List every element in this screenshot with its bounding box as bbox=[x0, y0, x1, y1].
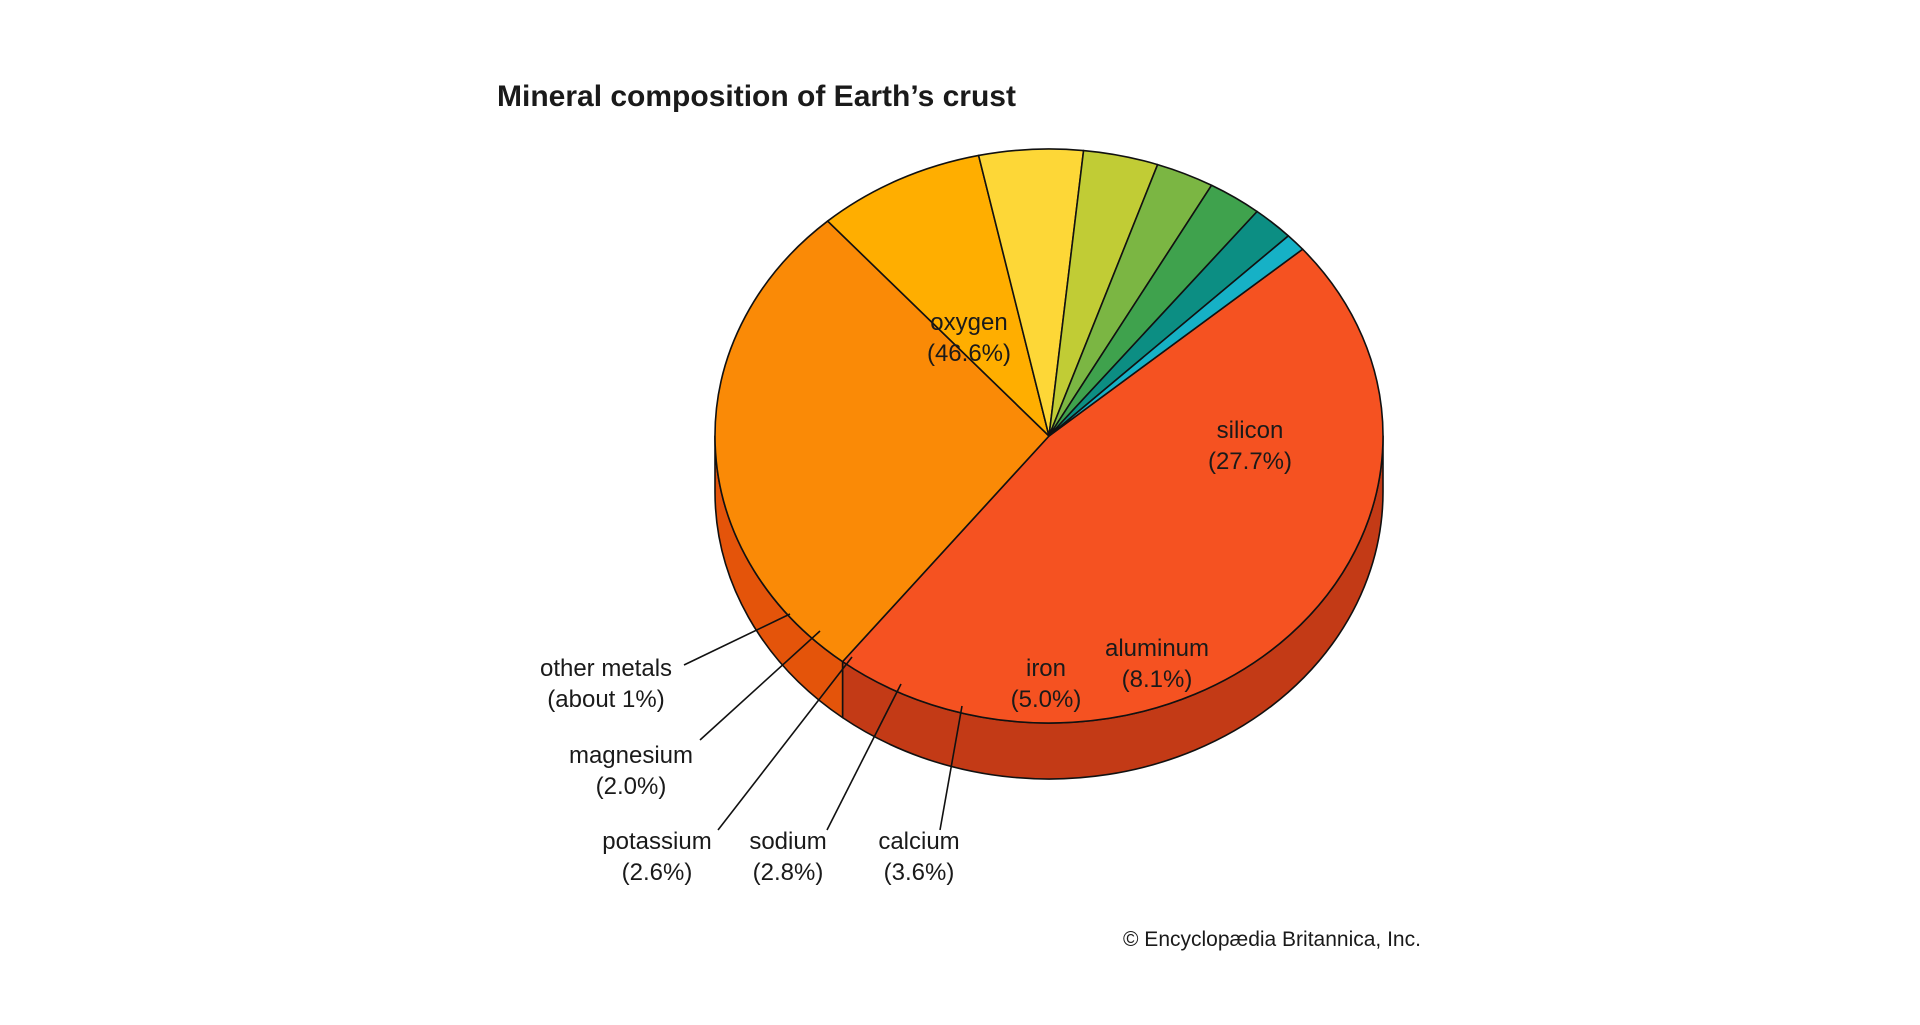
chart-title: Mineral composition of Earth’s crust bbox=[497, 80, 1016, 113]
label-name-oxygen: oxygen bbox=[930, 309, 1007, 336]
label-name-iron: iron bbox=[1026, 655, 1066, 682]
leader-sodium bbox=[826, 683, 902, 831]
leader-calcium bbox=[939, 705, 963, 831]
label-value-magnesium: (2.0%) bbox=[596, 773, 667, 800]
label-value-oxygen: (46.6%) bbox=[927, 340, 1011, 367]
label-name-silicon: silicon bbox=[1217, 417, 1284, 444]
slice-aluminum bbox=[826, 154, 1050, 437]
label-name-calcium: calcium bbox=[878, 828, 959, 855]
label-value-other-metals: (about 1%) bbox=[547, 686, 664, 713]
slice-other-metals bbox=[1048, 235, 1304, 437]
leader-other-metals bbox=[683, 613, 791, 666]
leader-potassium bbox=[717, 656, 853, 831]
leader-lines bbox=[683, 613, 963, 831]
label-name-sodium: sodium bbox=[749, 828, 826, 855]
label-value-silicon: (27.7%) bbox=[1208, 448, 1292, 475]
label-name-potassium: potassium bbox=[602, 828, 711, 855]
label-name-other-metals: other metals bbox=[540, 655, 672, 682]
credit-text: © Encyclopædia Britannica, Inc. bbox=[1123, 928, 1421, 951]
leader-magnesium bbox=[699, 630, 821, 741]
slice-labels: oxygen (46.6%) silicon (27.7%) aluminum (8.1%… bbox=[540, 309, 1292, 886]
slice-oxygen bbox=[841, 248, 1384, 724]
label-name-aluminum: aluminum bbox=[1105, 635, 1209, 662]
label-value-iron: (5.0%) bbox=[1011, 686, 1082, 713]
label-name-magnesium: magnesium bbox=[569, 742, 693, 769]
label-value-sodium: (2.8%) bbox=[753, 859, 824, 886]
label-value-aluminum: (8.1%) bbox=[1122, 666, 1193, 693]
label-value-calcium: (3.6%) bbox=[884, 859, 955, 886]
pie-slices bbox=[714, 148, 1384, 724]
label-value-potassium: (2.6%) bbox=[622, 859, 693, 886]
